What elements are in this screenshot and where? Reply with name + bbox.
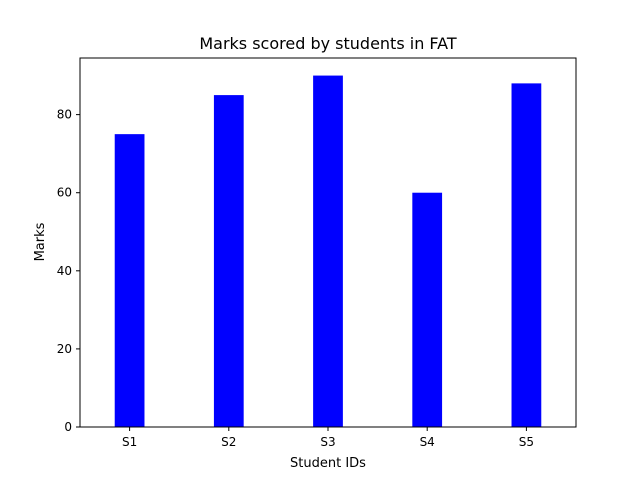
bar-s1 — [114, 134, 145, 427]
chart-title: Marks scored by students in FAT — [199, 34, 457, 53]
x-axis-ticks: S1 S2 S3 S4 S5 — [122, 427, 534, 449]
y-tick-label: 0 — [64, 420, 72, 434]
y-axis-ticks: 0 20 40 60 80 — [57, 108, 80, 434]
y-tick-label: 40 — [57, 264, 72, 278]
bar-s3 — [313, 75, 343, 427]
x-tick-label: S1 — [122, 435, 137, 449]
y-tick-label: 60 — [57, 186, 72, 200]
bar-s4 — [412, 192, 443, 427]
x-axis-label: Student IDs — [290, 456, 366, 471]
bars-group — [114, 75, 542, 427]
x-tick-label: S2 — [221, 435, 236, 449]
x-tick-label: S3 — [320, 435, 335, 449]
y-tick-label: 80 — [57, 108, 72, 122]
x-tick-label: S4 — [420, 435, 435, 449]
y-axis-label: Marks — [33, 222, 48, 261]
x-tick-label: S5 — [519, 435, 534, 449]
bar-s2 — [213, 95, 244, 427]
y-tick-label: 20 — [57, 342, 72, 356]
bar-s5 — [511, 83, 542, 427]
